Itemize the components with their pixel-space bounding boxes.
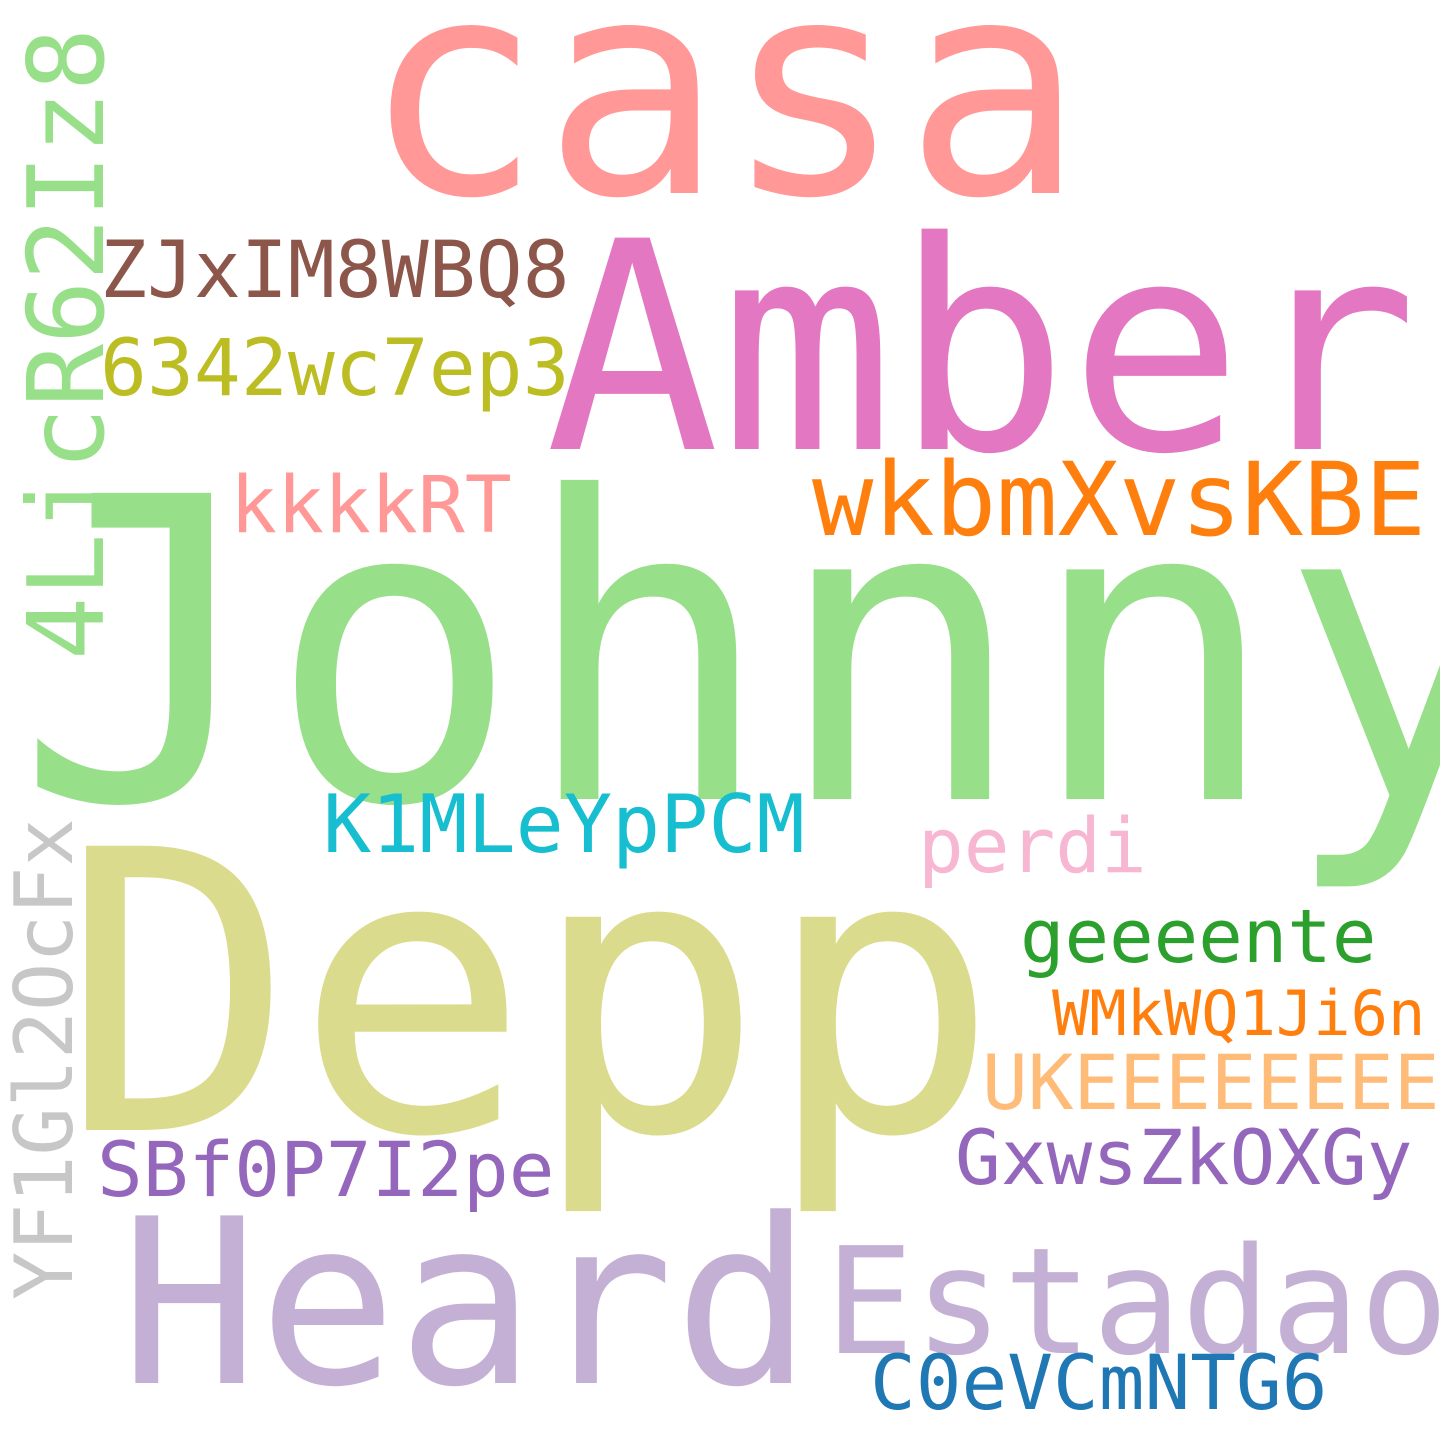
- word-perdi: perdi: [918, 801, 1147, 890]
- word-c0evcmntg6: C0eVCmNTG6: [870, 1338, 1328, 1427]
- word-kkkkrt: kkkkRT: [230, 461, 512, 551]
- word-6342wc7ep3: 6342wc7ep3: [100, 324, 570, 414]
- word-estadao: Estadao: [825, 1216, 1440, 1388]
- word-sbf0p7i2pe: SBf0P7I2pe: [97, 1125, 555, 1214]
- word-4ljcr62iz8-vertical: 4LjcR62Iz8: [6, 27, 128, 660]
- word-heard: Heard: [120, 1171, 813, 1438]
- word-casa: casa: [362, 0, 1085, 264]
- word-geeeente: geeeente: [1020, 894, 1377, 980]
- word-yf1gl2ocfx-vertical: YF1Gl2OcFx: [0, 818, 91, 1300]
- word-wkbmxvskbe: wkbmXvsKBE: [812, 441, 1427, 560]
- word-amber: Amber: [545, 181, 1418, 518]
- word-johnny: Johnny: [15, 410, 1440, 899]
- word-k1mleyppcm: K1MLeYpPCM: [323, 778, 805, 871]
- word-gxwszkoxgy: GxwsZkOXGy: [955, 1113, 1413, 1202]
- word-wmkwq1ji6n: WMkWQ1Ji6n: [1052, 977, 1426, 1050]
- word-zjxim8wbq8: ZJxIM8WBQ8: [100, 226, 570, 316]
- word-ukeeeeeeee: UKEEEEEEEE: [982, 1038, 1440, 1127]
- word-depp: Depp: [60, 768, 1000, 1222]
